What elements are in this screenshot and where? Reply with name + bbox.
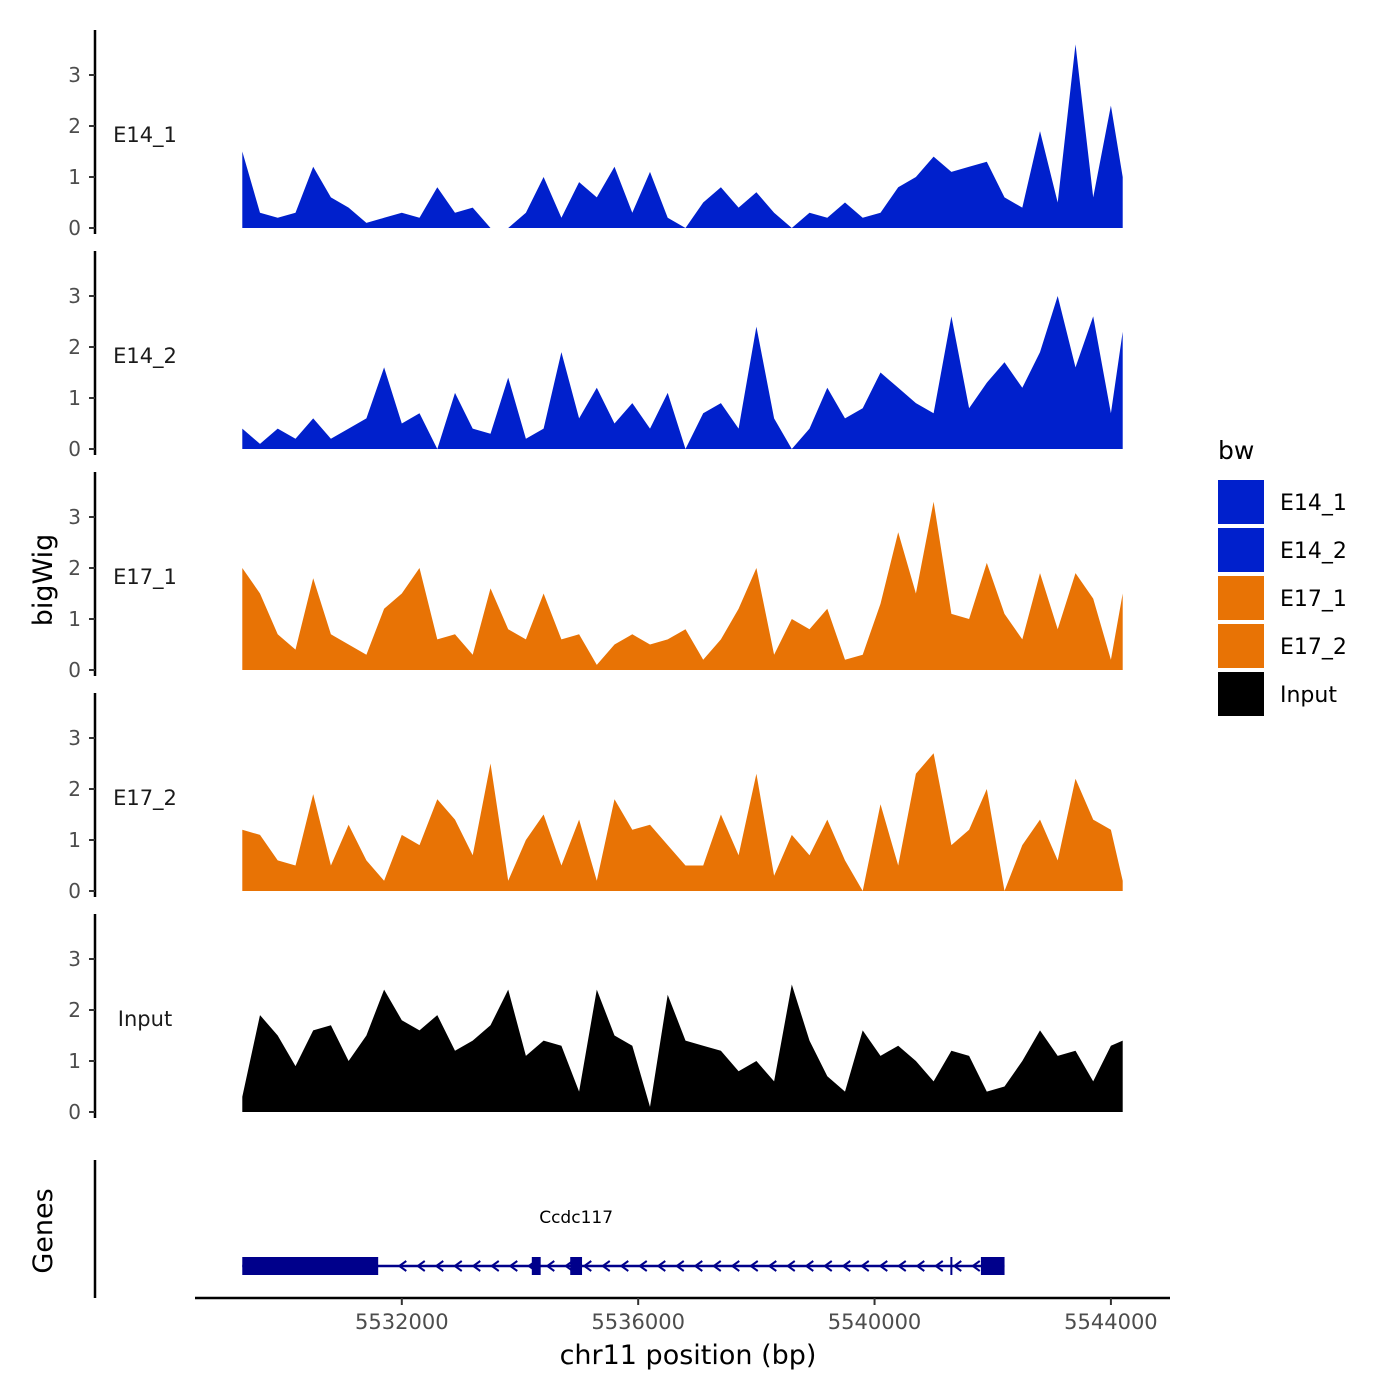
y-tick-label: 1: [68, 1049, 81, 1073]
legend-item-e14-1: E14_1: [1218, 480, 1347, 524]
legend-item-e17-1: E17_1: [1218, 576, 1347, 620]
y-tick-label: 2: [68, 335, 81, 359]
track-e17-1: 0 1 2 3 E17_1: [68, 472, 1123, 682]
strand-chevron: [693, 1260, 703, 1272]
legend-item-e14-2: E14_2: [1218, 528, 1347, 572]
area-e17-2: [242, 753, 1123, 891]
strand-chevron: [971, 1260, 981, 1272]
legend-swatch: [1218, 624, 1264, 668]
strand-chevron: [934, 1260, 944, 1272]
gene-exon: [242, 1257, 379, 1275]
x-tick-label: 5532000: [355, 1310, 449, 1334]
y-tick-label: 0: [68, 658, 81, 682]
y-tick-label: 2: [68, 114, 81, 138]
legend-label: E17_1: [1280, 587, 1347, 612]
y-tick-label: 3: [68, 284, 81, 308]
legend-swatch: [1218, 672, 1264, 716]
strand-chevron: [545, 1260, 555, 1272]
legend-item-input: Input: [1218, 672, 1337, 716]
y-tick-label: 3: [68, 726, 81, 750]
strand-chevron: [416, 1260, 426, 1272]
area-input: [242, 984, 1123, 1112]
track-label: E17_1: [113, 565, 177, 590]
y-tick-label: 1: [68, 607, 81, 631]
y-tick-label: 1: [68, 165, 81, 189]
strand-chevron: [878, 1260, 888, 1272]
track-input: 0 1 2 3 Input: [68, 914, 1123, 1124]
area-e14-1: [242, 44, 1123, 229]
legend-title: bw: [1218, 436, 1254, 465]
y-tick-label: 2: [68, 998, 81, 1022]
x-tick-label: 5540000: [828, 1310, 922, 1334]
track-label: E14_1: [113, 123, 177, 148]
strand-chevron: [804, 1260, 814, 1272]
y-tick-label: 0: [68, 1100, 81, 1124]
y-tick-label: 3: [68, 505, 81, 529]
track-e14-1: 0 1 2 3 E14_1: [68, 30, 1123, 240]
strand-chevron: [471, 1260, 481, 1272]
strand-chevron: [508, 1260, 518, 1272]
legend-item-e17-2: E17_2: [1218, 624, 1347, 668]
strand-chevron: [749, 1260, 759, 1272]
strand-chevron: [434, 1260, 444, 1272]
y-axis-title: bigWig: [28, 534, 59, 627]
strand-chevron: [638, 1260, 648, 1272]
strand-chevron: [841, 1260, 851, 1272]
legend-label: E14_1: [1280, 491, 1347, 516]
legend: bw E14_1 E14_2 E17_1 E17_2 Input: [1218, 436, 1347, 716]
legend-label: E14_2: [1280, 539, 1347, 564]
legend-label: E17_2: [1280, 635, 1347, 660]
x-tick-label: 5544000: [1064, 1310, 1158, 1334]
track-label: E14_2: [113, 344, 177, 369]
y-tick-label: 1: [68, 828, 81, 852]
y-tick-label: 2: [68, 777, 81, 801]
track-e17-2: 0 1 2 3 E17_2: [68, 693, 1123, 903]
gene-exon: [531, 1257, 541, 1275]
y-tick-label: 3: [68, 947, 81, 971]
strand-chevron: [730, 1260, 740, 1272]
gene-exon: [570, 1257, 583, 1275]
genes-track: Ccdc117: [93, 1160, 1005, 1298]
legend-swatch: [1218, 576, 1264, 620]
gene-exon: [980, 1257, 1005, 1275]
strand-chevron: [453, 1260, 463, 1272]
legend-label: Input: [1280, 683, 1337, 708]
y-tick-label: 0: [68, 879, 81, 903]
legend-swatch: [1218, 480, 1264, 524]
x-tick-label: 5536000: [591, 1310, 685, 1334]
area-e17-1: [242, 501, 1123, 670]
strand-chevron: [767, 1260, 777, 1272]
gene-ccdc117: Ccdc117: [242, 1208, 1005, 1275]
strand-chevron: [619, 1260, 629, 1272]
strand-chevron: [952, 1260, 962, 1272]
y-tick-label: 2: [68, 556, 81, 580]
y-tick-label: 1: [68, 386, 81, 410]
strand-chevron: [823, 1260, 833, 1272]
tracks-layer: 0 1 2 3 E14_1 0 1 2 3 E14_2 0 1 2 3 E17_1 0 1 2 3 E17_2 0 1 2 3…: [68, 30, 1123, 1124]
y-tick-label: 0: [68, 437, 81, 461]
strand-chevron: [675, 1260, 685, 1272]
track-label: E17_2: [113, 786, 177, 811]
strand-chevron: [397, 1260, 407, 1272]
strand-chevron: [712, 1260, 722, 1272]
strand-chevron: [656, 1260, 666, 1272]
strand-chevron: [601, 1260, 611, 1272]
strand-chevron: [860, 1260, 870, 1272]
legend-swatch: [1218, 528, 1264, 572]
strand-chevron: [897, 1260, 907, 1272]
genes-track-title: Genes: [28, 1188, 59, 1273]
strand-chevron: [915, 1260, 925, 1272]
strand-chevron: [582, 1260, 592, 1272]
x-axis-title: chr11 position (bp): [560, 1340, 817, 1371]
area-e14-2: [242, 296, 1123, 449]
y-tick-label: 0: [68, 216, 81, 240]
track-e14-2: 0 1 2 3 E14_2: [68, 251, 1123, 461]
track-label: Input: [118, 1007, 172, 1031]
gene-label: Ccdc117: [539, 1208, 613, 1228]
x-axis: 5532000 5536000 5540000 5544000: [195, 1296, 1170, 1334]
strand-chevron: [490, 1260, 500, 1272]
strand-chevron: [786, 1260, 796, 1272]
y-tick-label: 3: [68, 63, 81, 87]
